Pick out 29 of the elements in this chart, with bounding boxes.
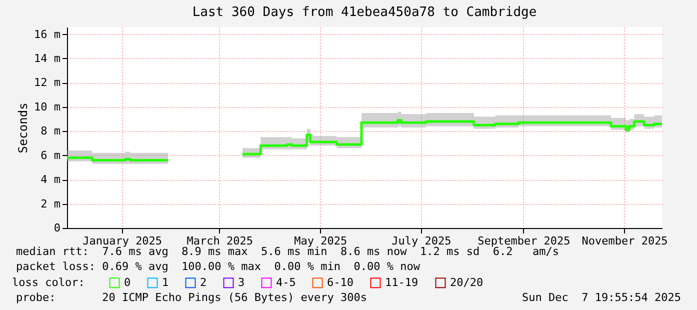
y-tick-label: 16 m <box>34 28 61 41</box>
legend-label: 0 <box>124 276 131 289</box>
legend-label: 2 <box>200 276 207 289</box>
x-tick-label: May 2025 <box>294 234 348 248</box>
y-tick-label: 14 m <box>34 52 61 65</box>
text: Sun Dec 7 19:55:54 2025 <box>522 291 681 304</box>
x-tick-label: September 2025 <box>478 234 570 248</box>
y-tick-label: 12 m <box>34 76 61 90</box>
y-tick-label: 10 m <box>34 100 61 114</box>
y-tick-label: 8 m <box>40 124 61 138</box>
y-tick-label: 6 m <box>40 148 61 162</box>
text: probe: 20 ICMP Echo Pings (56 Bytes) every 300s <box>16 291 367 304</box>
legend-label: 4-5 <box>276 276 296 289</box>
x-tick-label: July 2025 <box>392 234 452 248</box>
y-axis-title: Seconds <box>16 102 30 154</box>
x-tick-label: November 2025 <box>582 234 668 248</box>
legend-label: 20/20 <box>450 276 484 289</box>
legend-title: loss color: <box>12 276 85 289</box>
x-tick-label: January 2025 <box>82 234 162 248</box>
x-tick-label: March 2025 <box>186 234 253 248</box>
y-tick-label: 0 <box>54 222 60 234</box>
legend-label: 1 <box>162 276 169 289</box>
legend-label: 3 <box>238 276 245 289</box>
chart-title: Last 360 Days from 41ebea450a78 to Cambridge <box>192 5 537 20</box>
y-tick-label: 4 m <box>40 173 61 186</box>
y-tick-label: 2 m <box>40 197 61 210</box>
legend-label: 6-10 <box>327 276 354 289</box>
legend-label: 11-19 <box>385 276 418 289</box>
text: packet loss: 0.69 % avg 100.00 % max 0.00 % min 0.00 % now <box>16 260 420 273</box>
